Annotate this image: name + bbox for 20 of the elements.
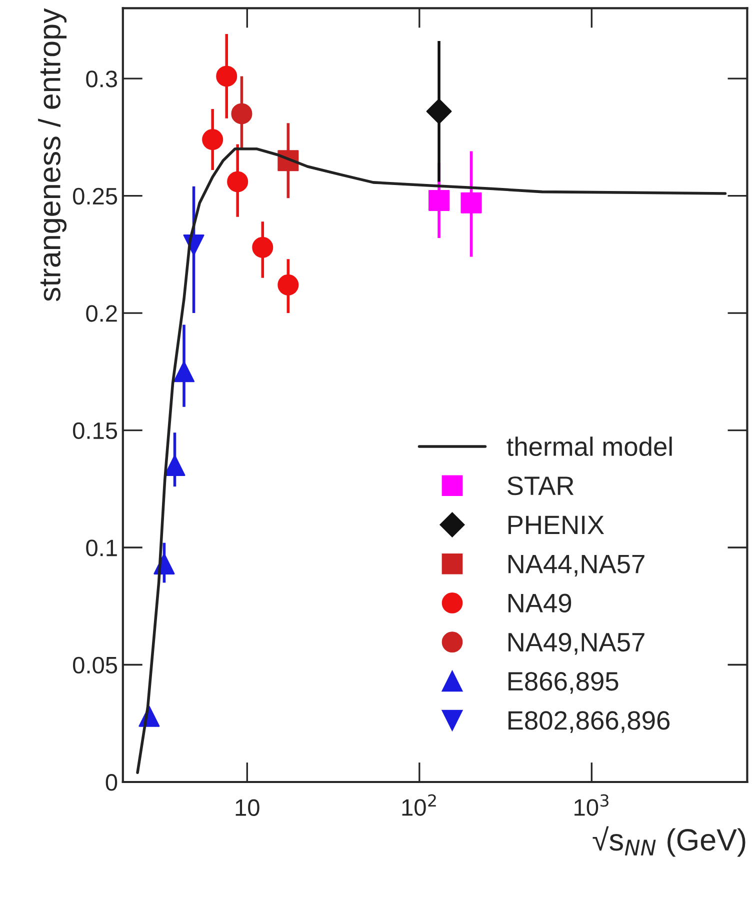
legend-label: NA49,NA57 <box>508 632 644 655</box>
y-axis-title: strangeness / entropy <box>38 8 67 302</box>
legend-label: NA49 <box>508 594 572 612</box>
x-tick-label: 10 <box>236 799 260 816</box>
legend-label: STAR <box>508 476 574 496</box>
legend-label: thermal model <box>506 436 672 456</box>
x-tick-label: 10$^{3}$ <box>574 794 608 816</box>
y-tick-label: 0.25 <box>73 188 118 205</box>
y-tick-label: 0.15 <box>73 422 118 440</box>
y-tick-label: 0 <box>106 774 118 791</box>
y-tick-label: 0.1 <box>86 540 117 556</box>
y-tick-label: 0.3 <box>86 70 118 88</box>
legend-label: PHENIX <box>508 516 604 534</box>
legend-label: E802,866,896 <box>508 711 670 733</box>
x-tick-label: 10$^{2}$ <box>402 794 436 816</box>
y-tick-label: 0.05 <box>73 656 118 674</box>
x-axis-title: √s$_{NN}$ (GeV) <box>592 826 746 857</box>
legend-label: NA44,NA57 <box>508 554 644 576</box>
legend-label: E866,895 <box>508 672 618 694</box>
y-tick-label: 0.2 <box>86 305 117 322</box>
